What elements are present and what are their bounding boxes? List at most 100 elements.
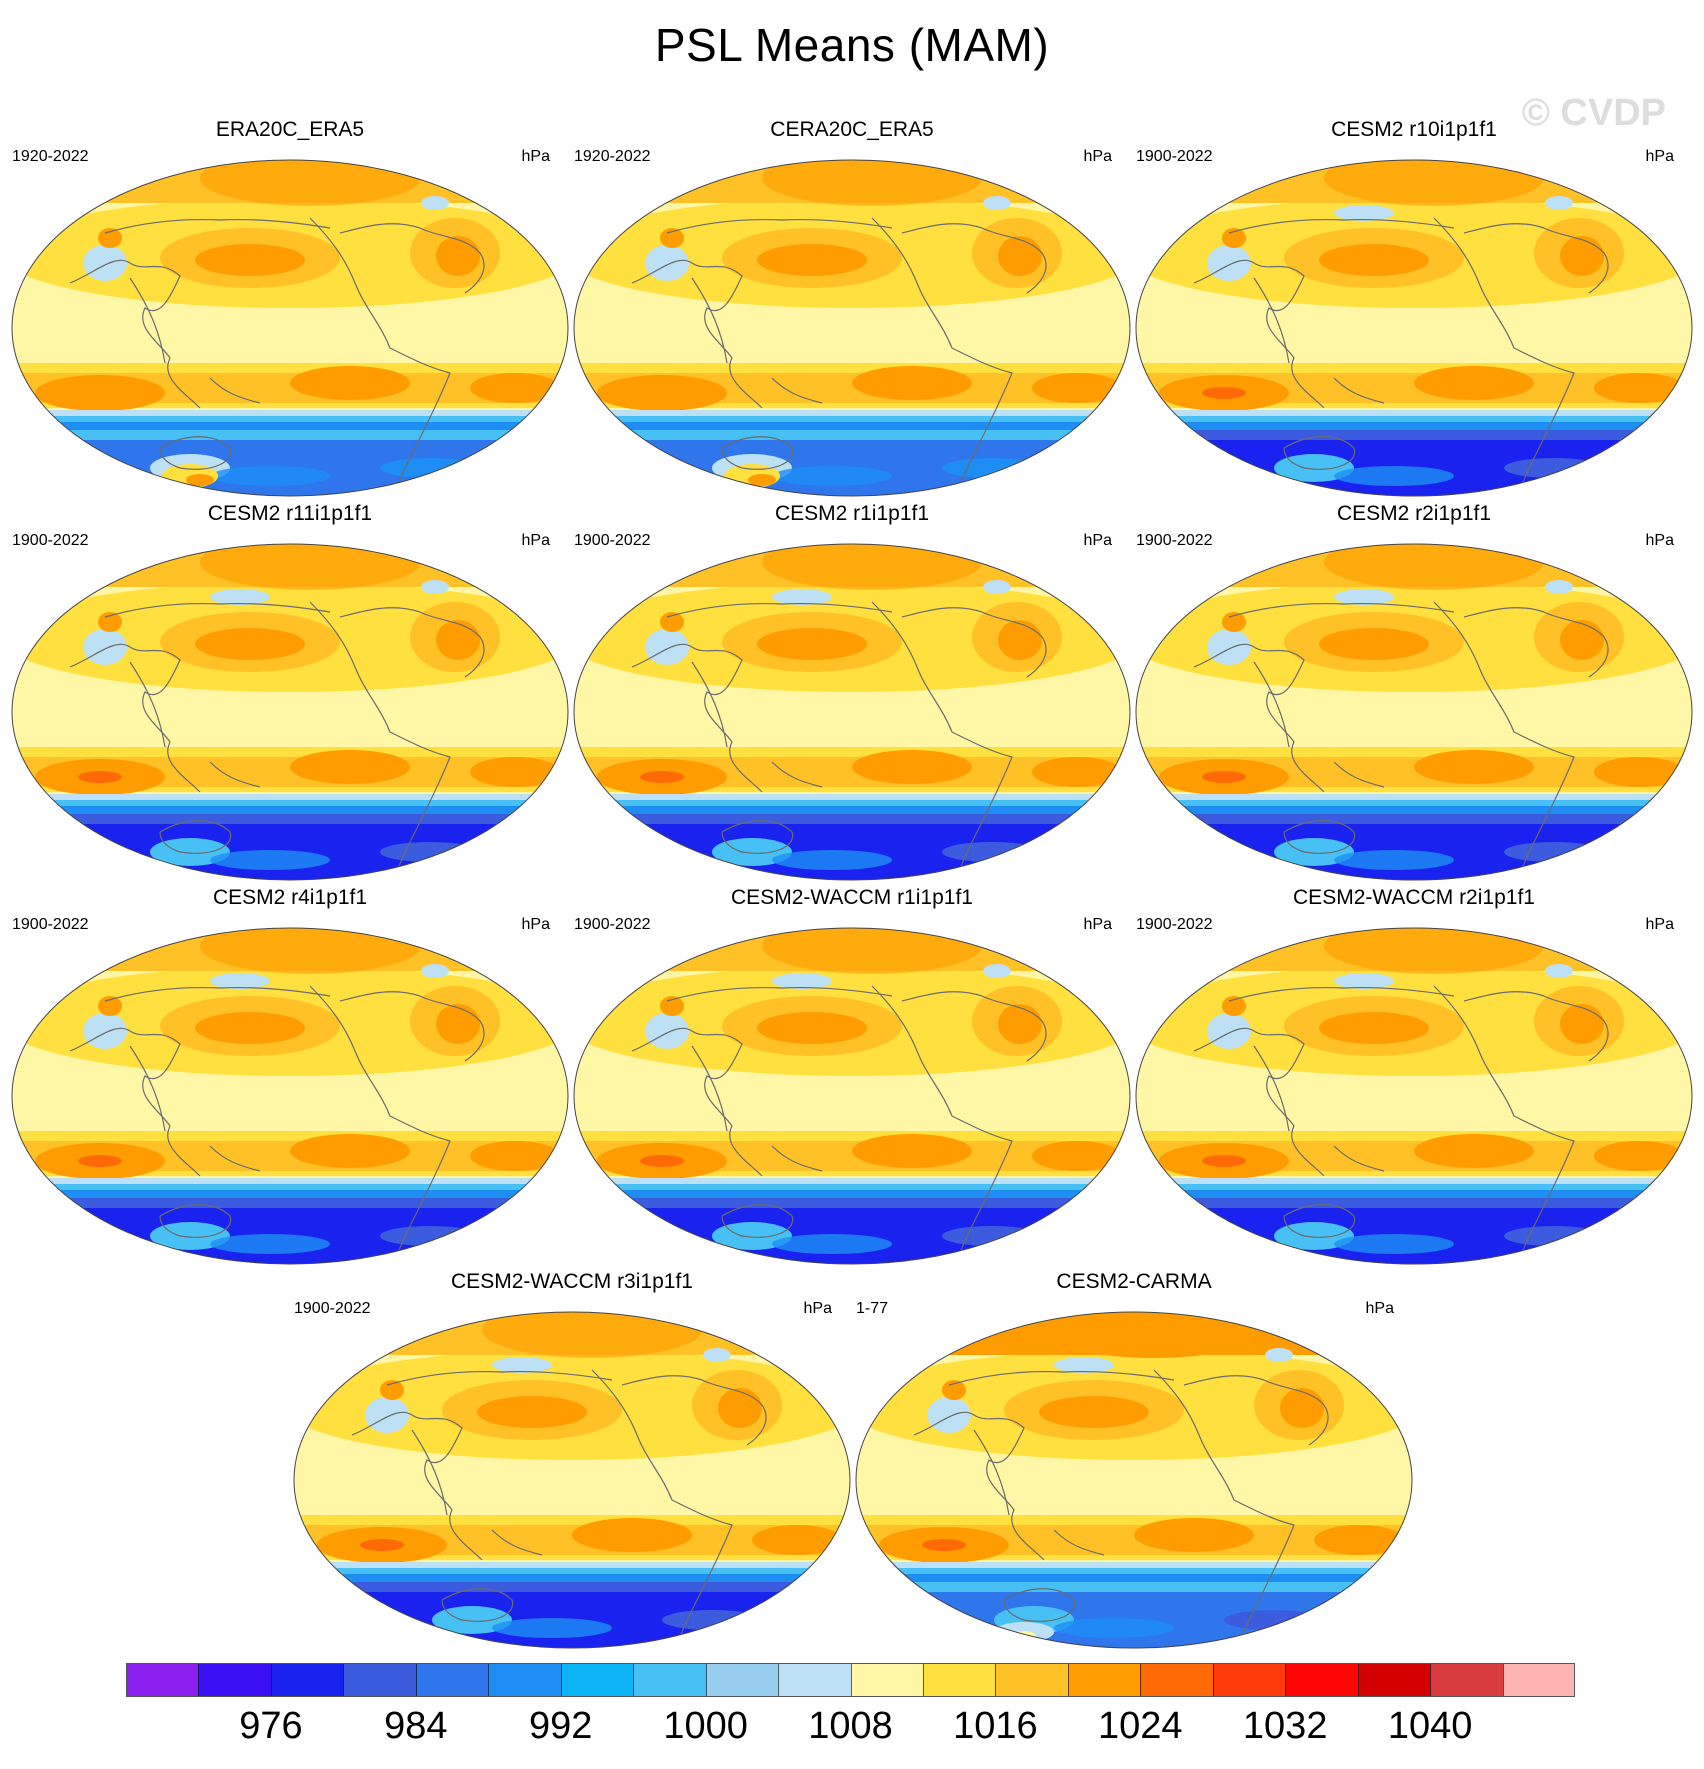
map-panel: ERA20C_ERA5 1920-2022 hPa <box>10 118 570 498</box>
panel-units: hPa <box>521 916 550 933</box>
colorbar-divider <box>778 1663 780 1697</box>
colorbar-label: 992 <box>528 1705 593 1747</box>
colorbar-frame <box>126 1663 1575 1697</box>
colorbar-label: 1032 <box>1242 1705 1328 1747</box>
colorbar-divider <box>922 1663 924 1697</box>
colorbar-divider <box>1430 1663 1432 1697</box>
colorbar-divider <box>198 1663 200 1697</box>
map-panel-svg <box>573 543 1131 881</box>
panel-title: CERA20C_ERA5 <box>770 118 934 141</box>
panel-title: ERA20C_ERA5 <box>215 118 365 141</box>
panel-period: 1900-2022 <box>12 916 89 933</box>
colorbar-divider <box>705 1663 707 1697</box>
colorbar <box>126 1663 1576 1697</box>
colorbar-divider <box>995 1663 997 1697</box>
figure-title: PSL Means (MAM) <box>654 19 1050 71</box>
colorbar-segment <box>1212 1663 1286 1697</box>
colorbar-segment <box>126 1663 199 1697</box>
map-panel-svg <box>573 159 1131 497</box>
map-panel-svg <box>11 927 569 1265</box>
colorbar-divider <box>633 1663 635 1697</box>
panel-title: CESM2 r2i1p1f1 <box>1336 502 1492 525</box>
colorbar-segment <box>1502 1663 1576 1697</box>
map-panel: CESM2 r2i1p1f1 1900-2022 hPa <box>1134 502 1694 882</box>
map-panel-svg <box>11 543 569 881</box>
map-panel: CESM2-CARMA 1-77 hPa <box>854 1270 1414 1650</box>
panel-period: 1900-2022 <box>12 532 89 549</box>
colorbar-segment <box>922 1663 996 1697</box>
colorbar-segment <box>343 1663 417 1697</box>
map-panel: CESM2-WACCM r3i1p1f1 1900-2022 hPa <box>292 1270 852 1650</box>
map-panel: CESM2 r10i1p1f1 1900-2022 hPa <box>1134 118 1694 498</box>
colorbar-label: 984 <box>384 1705 448 1747</box>
colorbar-divider <box>1502 1663 1504 1697</box>
panel-period: 1-77 <box>856 1300 889 1317</box>
panel-units: hPa <box>803 1300 832 1317</box>
colorbar-divider <box>1140 1663 1142 1697</box>
panel-title: CESM2 r1i1p1f1 <box>774 502 930 525</box>
panel-period: 1920-2022 <box>574 148 651 165</box>
panel-units: hPa <box>521 532 550 549</box>
panel-units: hPa <box>1365 1300 1394 1317</box>
colorbar-divider <box>1067 1663 1069 1697</box>
colorbar-segment <box>1140 1663 1214 1697</box>
colorbar-segment <box>850 1663 924 1697</box>
colorbar-segment <box>995 1663 1069 1697</box>
colorbar-divider <box>560 1663 562 1697</box>
panel-title: CESM2-WACCM r2i1p1f1 <box>1293 886 1535 909</box>
panel-title: CESM2-WACCM r1i1p1f1 <box>731 886 973 909</box>
colorbar-segment <box>270 1663 344 1697</box>
map-panel-svg <box>1135 543 1693 881</box>
colorbar-label: 1000 <box>663 1705 748 1747</box>
colorbar-label: 1016 <box>953 1705 1038 1747</box>
colorbar-divider <box>1212 1663 1214 1697</box>
colorbar-segment <box>633 1663 707 1697</box>
colorbar-segment <box>560 1663 634 1697</box>
colorbar-segment <box>705 1663 779 1697</box>
colorbar-divider <box>1357 1663 1359 1697</box>
panel-title: CESM2-WACCM r3i1p1f1 <box>451 1270 693 1293</box>
map-panel: CERA20C_ERA5 1920-2022 hPa <box>572 118 1132 498</box>
panel-units: hPa <box>1645 916 1674 933</box>
panel-title: CESM2-CARMA <box>1056 1270 1212 1293</box>
map-panel: CESM2-WACCM r2i1p1f1 1900-2022 hPa <box>1134 886 1694 1266</box>
panel-units: hPa <box>1083 916 1112 933</box>
panel-period: 1900-2022 <box>574 916 651 933</box>
colorbar-divider <box>270 1663 272 1697</box>
map-panel-svg <box>1135 927 1693 1265</box>
panel-units: hPa <box>1645 532 1674 549</box>
panel-units: hPa <box>1083 532 1112 549</box>
map-panel: CESM2 r11i1p1f1 1900-2022 hPa <box>10 502 570 882</box>
colorbar-segment <box>1285 1663 1359 1697</box>
colorbar-divider <box>415 1663 417 1697</box>
panel-period: 1900-2022 <box>1136 916 1213 933</box>
panel-title: CESM2 r4i1p1f1 <box>212 886 368 909</box>
colorbar-segment <box>198 1663 272 1697</box>
map-panel-svg <box>573 927 1131 1265</box>
map-panel: CESM2 r4i1p1f1 1900-2022 hPa <box>10 886 570 1266</box>
map-panel: CESM2-WACCM r1i1p1f1 1900-2022 hPa <box>572 886 1132 1266</box>
panel-period: 1900-2022 <box>574 532 651 549</box>
colorbar-segment <box>1430 1663 1504 1697</box>
panel-units: hPa <box>1645 148 1674 165</box>
panel-title: CESM2 r11i1p1f1 <box>207 502 373 525</box>
colorbar-segment <box>488 1663 562 1697</box>
panel-period: 1920-2022 <box>12 148 89 165</box>
colorbar-label: 1024 <box>1098 1705 1183 1747</box>
colorbar-label: 1008 <box>808 1705 893 1747</box>
colorbar-segment <box>415 1663 489 1697</box>
colorbar-label: 1040 <box>1387 1705 1473 1747</box>
map-panel-svg <box>293 1311 851 1649</box>
colorbar-divider <box>1285 1663 1287 1697</box>
panel-units: hPa <box>1083 148 1112 165</box>
colorbar-divider <box>343 1663 345 1697</box>
watermark: © CVDP <box>1521 92 1666 134</box>
panel-period: 1900-2022 <box>1136 532 1213 549</box>
colorbar-segment <box>1067 1663 1141 1697</box>
colorbar-label: 976 <box>239 1705 303 1747</box>
panel-title: CESM2 r10i1p1f1 <box>1331 118 1497 141</box>
colorbar-segment <box>778 1663 851 1697</box>
panel-period: 1900-2022 <box>294 1300 371 1317</box>
map-panel: CESM2 r1i1p1f1 1900-2022 hPa <box>572 502 1132 882</box>
colorbar-divider <box>850 1663 852 1697</box>
